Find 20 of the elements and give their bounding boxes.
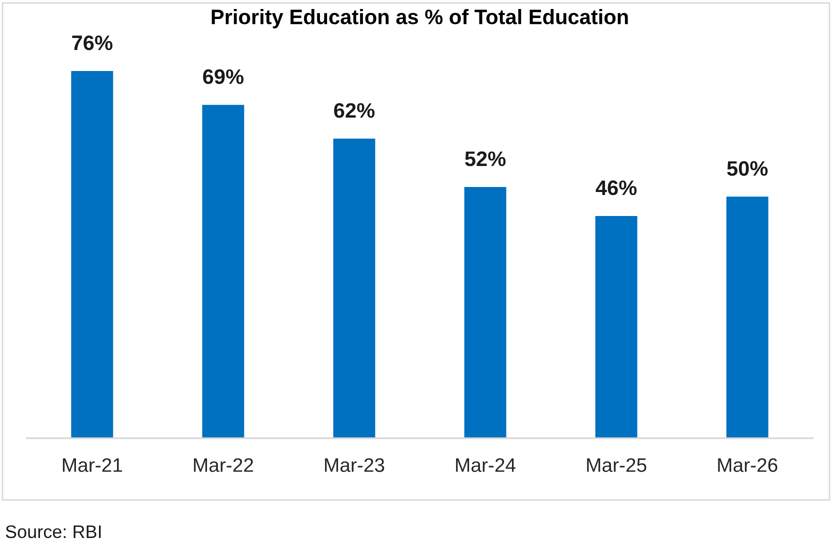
data-label: 46% (596, 180, 637, 196)
x-tick-label: Mar-21 (62, 458, 122, 472)
bar (202, 104, 244, 438)
x-tick-label: Mar-25 (587, 458, 646, 472)
bar (595, 216, 638, 438)
bar (333, 138, 376, 438)
data-label: 69% (203, 69, 244, 84)
bar (71, 70, 114, 438)
x-tick-label: Mar-24 (456, 458, 516, 472)
data-label: 52% (465, 151, 506, 166)
x-tick-label: Mar-22 (194, 458, 254, 472)
x-tick-label: Mar-26 (718, 458, 778, 472)
source-note: Source: RBI (6, 525, 101, 538)
bar (464, 186, 506, 438)
bar (726, 196, 768, 438)
data-label: 50% (727, 161, 768, 176)
data-label: 62% (334, 103, 375, 118)
chart-title: Priority Education as % of Total Education (212, 9, 628, 28)
x-tick-label: Mar-23 (325, 458, 384, 472)
data-label: 76% (72, 35, 112, 50)
